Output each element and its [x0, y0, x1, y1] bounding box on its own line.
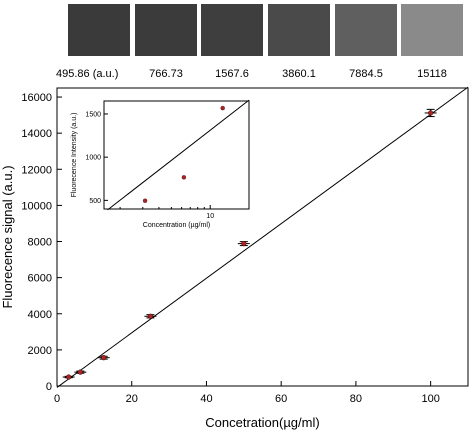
data-marker	[428, 110, 434, 116]
data-marker	[77, 369, 83, 375]
swatch-value-label-4: 7884.5	[325, 68, 407, 80]
x-tick-label: 80	[350, 393, 362, 405]
data-point	[62, 374, 75, 380]
swatch-value-label-5: 15118	[391, 68, 473, 80]
main-tick-layer: 0 20 40 60 80 1000200040006000800010000120001…	[21, 92, 439, 405]
y-tick-label: 10000	[21, 200, 52, 212]
data-point	[97, 355, 110, 361]
data-marker	[241, 241, 247, 247]
inset-tick-layer: 10 500 1000 1500	[85, 111, 250, 220]
fluorescence-swatch-2	[201, 4, 263, 56]
y-tick-label: 2000	[28, 345, 52, 357]
inset-y-axis-label: Fluorecence Intensity (a.u.)	[71, 113, 78, 198]
swatch-value: 495.86	[56, 68, 90, 80]
inset-y-tick-label: 1000	[85, 155, 101, 162]
inset-y-tick-label: 1500	[85, 111, 101, 118]
data-point	[237, 241, 250, 247]
data-point	[424, 108, 437, 118]
swatch-value: 15118	[417, 68, 447, 80]
swatch-unit: (a.u.)	[89, 68, 119, 80]
swatch-value-label-3: 3860.1	[258, 68, 340, 80]
fluorescence-swatch-5	[401, 4, 463, 56]
swatch-value: 7884.5	[349, 68, 383, 80]
y-tick-label: 16000	[21, 92, 52, 104]
main-x-axis-label: Concetration(µg/ml)	[205, 415, 319, 430]
inset-data-marker	[220, 105, 225, 111]
main-plot-frame	[56, 87, 469, 387]
data-point	[144, 313, 157, 319]
x-tick-label: 100	[421, 393, 439, 405]
swatch-value-label-1: 766.73	[125, 68, 207, 80]
swatch-value: 3860.1	[282, 68, 316, 80]
inset-y-tick-label: 500	[89, 198, 101, 205]
fluorescence-swatch-3	[268, 4, 330, 56]
inset-data-marker	[181, 175, 187, 180]
fluorescence-swatch-0	[68, 4, 130, 56]
y-tick-label: 14000	[21, 128, 52, 140]
data-marker	[66, 374, 72, 380]
main-fit-line	[56, 86, 469, 388]
fluorescence-swatch-1	[135, 4, 197, 56]
x-tick-label: 0	[54, 393, 60, 405]
y-tick-label: 12000	[21, 164, 52, 176]
swatch-value: 1567.6	[215, 68, 249, 80]
data-marker	[101, 355, 107, 361]
x-tick-label: 40	[200, 393, 212, 405]
inset-fit-line	[107, 99, 250, 211]
inset-data-marker	[142, 198, 148, 203]
y-tick-label: 6000	[28, 273, 52, 285]
main-data-points	[62, 108, 437, 380]
swatch-value: 766.73	[149, 68, 183, 80]
fluorescence-swatch-4	[335, 4, 397, 56]
main-y-axis-label: Fluorecence signal (a.u.)	[0, 165, 15, 308]
inset-x-axis-label: Concentration (µg/ml)	[143, 222, 210, 229]
swatch-value-label-0: 495.86 (a.u.)	[56, 68, 158, 80]
x-tick-label: 20	[126, 393, 138, 405]
x-tick-label: 60	[275, 393, 287, 405]
inset-x-tick-label: 10	[206, 213, 214, 220]
y-tick-label: 8000	[28, 237, 52, 249]
y-tick-label: 4000	[28, 309, 52, 321]
y-tick-label: 0	[46, 381, 52, 393]
data-marker	[147, 313, 154, 319]
swatch-value-label-2: 1567.6	[191, 68, 273, 80]
data-point	[74, 369, 87, 375]
inset-data-points	[142, 105, 225, 203]
